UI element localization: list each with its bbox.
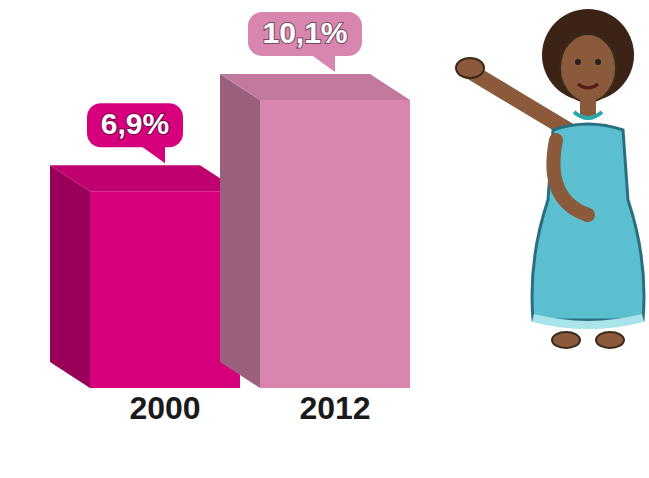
svg-text:2000: 2000 <box>129 390 200 426</box>
svg-text:10,1%: 10,1% <box>262 16 347 49</box>
svg-text:2012: 2012 <box>299 390 370 426</box>
svg-text:6,9%: 6,9% <box>101 107 169 140</box>
